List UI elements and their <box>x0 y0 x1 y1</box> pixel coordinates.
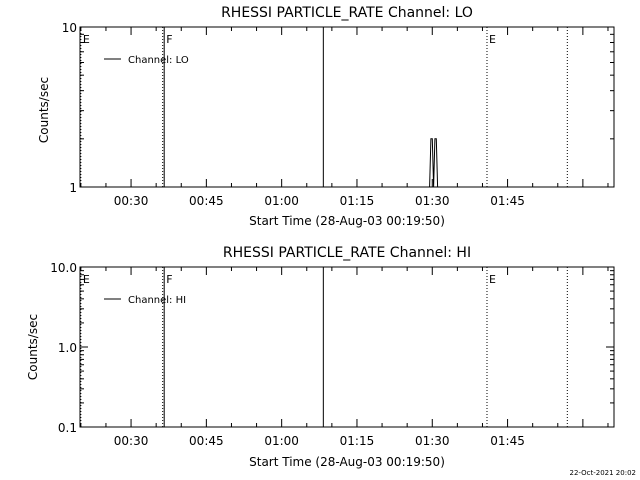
panel-lo-title: RHESSI PARTICLE_RATE Channel: LO <box>221 5 473 21</box>
panel-lo-event-flag: E <box>489 33 496 46</box>
panel-hi-event-flag: E <box>489 273 496 286</box>
panel-lo-x-tick-label: 01:30 <box>415 194 450 208</box>
panel-hi-y-tick-label: 0.1 <box>58 421 77 435</box>
panel-hi-legend: Channel: HI <box>104 295 186 306</box>
panel-hi-title: RHESSI PARTICLE_RATE Channel: HI <box>223 245 471 261</box>
panel-lo-x-tick-label: 01:15 <box>340 194 375 208</box>
panel-hi-plot-area: 00:30 00:45 01:00 01:15 01:30 01:45 0.1 1.0 10.0… <box>50 261 615 448</box>
panel-hi-y-axis-label: Counts/sec <box>26 314 40 380</box>
panel-hi-event-flag: F <box>166 273 172 286</box>
panel-lo-y-tick-label: 10 <box>62 21 77 35</box>
panel-lo-series-line <box>429 138 439 188</box>
panel-hi-y-tick-label: 1.0 <box>58 341 77 355</box>
panel-lo-x-axis-label: Start Time (28-Aug-03 00:19:50) <box>249 214 445 228</box>
panel-hi-x-axis-label: Start Time (28-Aug-03 00:19:50) <box>249 455 445 469</box>
panel-lo-plot-area: 00:30 00:45 01:00 01:15 01:30 01:45 1 10 E F E <box>62 21 615 208</box>
panel-lo: RHESSI PARTICLE_RATE Channel: LO 00:30 00… <box>37 5 615 228</box>
panel-hi-event-flag: E <box>83 273 90 286</box>
panel-lo-axes-frame <box>79 26 615 188</box>
panel-lo-y-tick-label: 1 <box>69 181 77 195</box>
panel-lo-x-tick-label: 01:00 <box>264 194 299 208</box>
panel-hi-x-tick-label: 01:15 <box>340 434 375 448</box>
panel-lo-x-tick-label: 00:30 <box>114 194 149 208</box>
panel-lo-event-flag: E <box>83 33 90 46</box>
footer-timestamp: 22-Oct-2021 20:02 <box>570 469 636 477</box>
panel-lo-legend-label: Channel: LO <box>128 55 189 66</box>
panel-lo-x-tick-label: 01:45 <box>490 194 525 208</box>
panel-hi-x-tick-label: 01:45 <box>490 434 525 448</box>
panel-lo-event-flag: F <box>166 33 172 46</box>
panel-hi-legend-label: Channel: HI <box>128 295 186 306</box>
panel-lo-y-axis-label: Counts/sec <box>37 77 51 143</box>
panel-lo-legend: Channel: LO <box>104 55 189 66</box>
panel-hi-x-tick-label: 00:30 <box>114 434 149 448</box>
panel-hi-x-tick-label: 01:00 <box>264 434 299 448</box>
panel-hi-y-tick-label: 10.0 <box>50 261 77 275</box>
panel-hi-x-tick-label: 01:30 <box>415 434 450 448</box>
panel-hi-x-tick-label: 00:45 <box>189 434 224 448</box>
panel-hi: RHESSI PARTICLE_RATE Channel: HI 00:30 00… <box>26 245 615 469</box>
panel-lo-x-tick-label: 00:45 <box>189 194 224 208</box>
